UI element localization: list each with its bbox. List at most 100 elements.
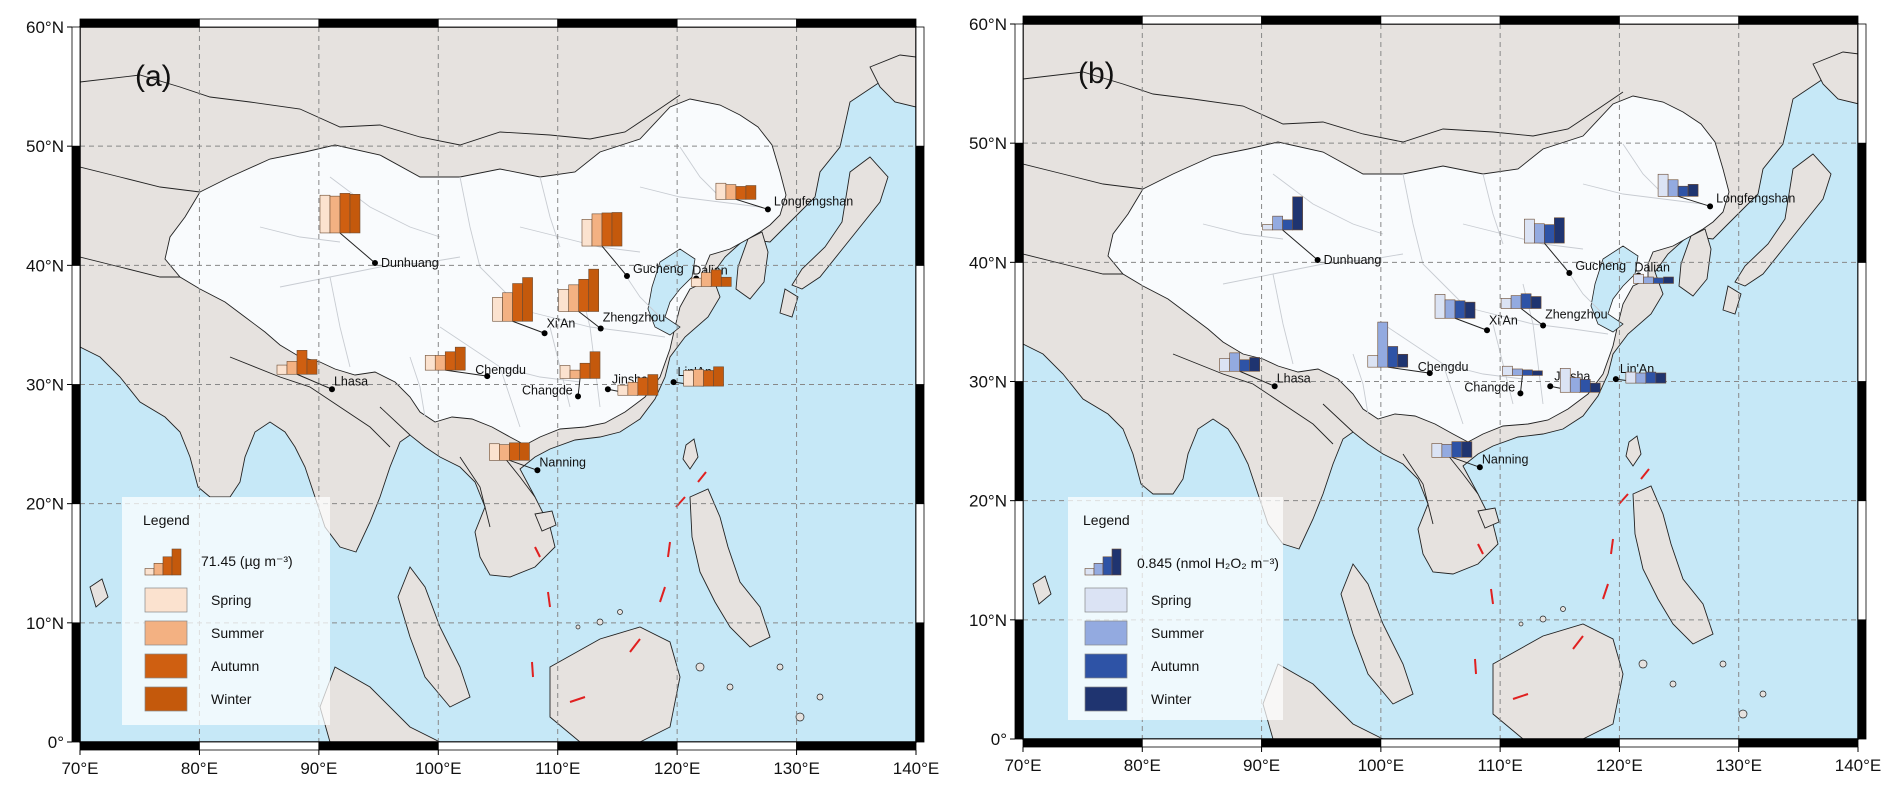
site-bar [1249, 357, 1260, 372]
frame-segment [1141, 15, 1262, 25]
site-bar [579, 362, 591, 379]
frame-segment [1857, 500, 1867, 621]
frame-segment [1857, 619, 1867, 740]
site-label: Longfengshan [1716, 191, 1795, 205]
legend-swatches: Spring Summer Autumn Winter [144, 587, 264, 712]
legend-title: Legend [143, 512, 190, 528]
site-bar [489, 443, 500, 461]
frame-segment [79, 741, 200, 751]
site-bar [1677, 185, 1689, 197]
site-bar [1431, 443, 1443, 458]
site-marker [1484, 327, 1491, 334]
land-china [1107, 95, 1730, 443]
axis-ticks: 70°E 80°E 90°E 100°E 110°E 120°E 130°E 140°E 0° 1… [969, 15, 1881, 775]
lon-tick-label: 120°E [1596, 756, 1643, 775]
site-bar [522, 277, 533, 322]
lon-tick-label: 90°E [1243, 756, 1280, 775]
land-japan-south [1722, 285, 1742, 315]
frame-segment [915, 622, 925, 743]
site-label: Xi'An [547, 316, 576, 330]
lat-tick-label: 0° [991, 730, 1007, 749]
frame-segment [1738, 738, 1859, 748]
lat-tick-label: 60°N [969, 15, 1007, 34]
site-bar [1461, 441, 1473, 458]
legend-scale-bar [1093, 562, 1104, 576]
site-bar-charts: Dunhuang Gucheng Longfengshan Dalian Xi'An Zh… [1219, 173, 1795, 471]
frame-segment [318, 18, 439, 28]
frame-segment [79, 18, 200, 28]
site-bar [710, 269, 722, 287]
site-marker [604, 386, 611, 393]
frame-segment [915, 26, 925, 147]
site-bar [1522, 369, 1533, 376]
site-bar [1219, 358, 1230, 372]
frame-segment [1857, 261, 1867, 382]
legend-swatch [1084, 653, 1128, 679]
site-bar [1464, 301, 1476, 319]
site-label: Lhasa [1277, 371, 1311, 385]
land-hainan [534, 510, 557, 532]
site-bar [578, 278, 590, 312]
land-malay [397, 566, 471, 708]
lat-tick-label: 0° [48, 733, 64, 752]
frame-segment [915, 145, 925, 266]
frame-segment [1014, 261, 1024, 382]
site-bar [569, 369, 581, 379]
lon-tick-label: 130°E [773, 759, 820, 778]
site-label: Zhengzhou [603, 310, 666, 324]
site-leader-line [735, 198, 769, 210]
site-bar [1635, 372, 1647, 384]
lat-tick-label: 20°N [969, 492, 1007, 511]
site-bar [735, 186, 747, 200]
frame-segment [1857, 381, 1867, 502]
legend-swatch [144, 587, 188, 613]
frame-segment [915, 264, 925, 385]
land-japan [1734, 153, 1832, 287]
site-bar [568, 284, 580, 312]
site-bar [1512, 368, 1523, 376]
site-bar [601, 212, 613, 247]
site-marker [534, 467, 541, 474]
site-leader-line [512, 320, 545, 334]
site-bar [424, 355, 436, 371]
site-bar [647, 374, 659, 396]
site-marker [1612, 376, 1619, 383]
site-bar [1444, 299, 1456, 319]
site-label: Chengdu [1418, 360, 1469, 374]
site-bar [1657, 173, 1669, 197]
site-marker [541, 330, 548, 337]
site-marker [1476, 464, 1483, 471]
site-leader-line [1454, 317, 1488, 331]
site-leader-line [1451, 456, 1481, 468]
islands [1518, 606, 1767, 719]
site-leader-line [577, 378, 581, 397]
site-bar [1520, 293, 1532, 309]
land-korea [735, 231, 769, 300]
frame-segment [676, 741, 797, 751]
frame-segment [1619, 15, 1740, 25]
lon-tick-label: 120°E [654, 759, 701, 778]
site-label: Dunhuang [381, 256, 439, 270]
site-bar [611, 212, 623, 247]
site-bar [1667, 179, 1679, 197]
lon-tick-label: 100°E [415, 759, 462, 778]
legend-season-label: Autumn [211, 658, 259, 674]
lat-tick-label: 10°N [969, 611, 1007, 630]
frame-segment [437, 741, 559, 751]
lon-tick-label: 110°E [535, 759, 580, 778]
site-bar [1502, 365, 1513, 376]
site-label: Lhasa [334, 374, 368, 388]
legend-scale-bar [153, 562, 164, 576]
site-bar [319, 194, 331, 234]
site-bar [444, 351, 456, 371]
frame-segment [1141, 738, 1262, 748]
site-bar [559, 365, 571, 379]
land-korea [1678, 228, 1712, 297]
lon-tick-label: 70°E [1004, 756, 1041, 775]
lon-tick-label: 130°E [1715, 756, 1762, 775]
land-japan [791, 156, 889, 290]
lat-tick-label: 60°N [26, 18, 64, 37]
site-marker [1547, 383, 1554, 390]
country-borders [80, 74, 681, 528]
frame-segment [557, 18, 678, 28]
